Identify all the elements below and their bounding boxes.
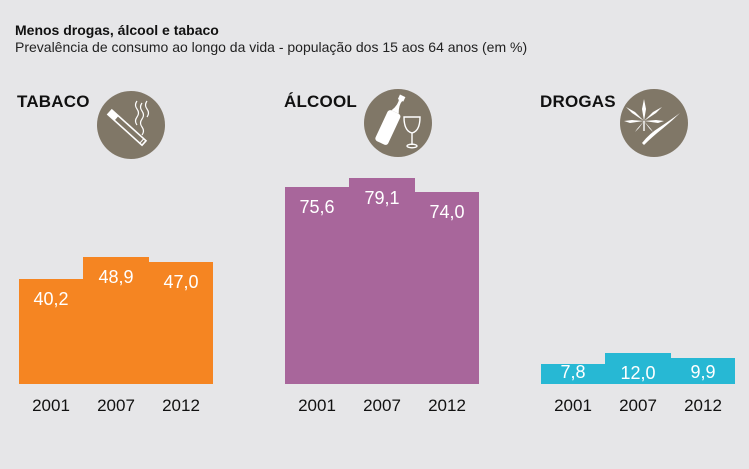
year-tick-label: 2012 xyxy=(428,396,466,415)
category-title-alcool: ÁLCOOL xyxy=(284,92,357,111)
bar-value-label: 40,2 xyxy=(33,289,69,309)
cannabis-leaf-icon xyxy=(620,89,688,157)
bar-tabaco-2012: 47,0 xyxy=(149,262,213,384)
chart-title: Menos drogas, álcool e tabaco xyxy=(15,22,219,38)
bar-value-label: 79,1 xyxy=(364,188,400,208)
bar-tabaco-2007: 48,9 xyxy=(83,257,149,384)
wine-bottle-glass-icon xyxy=(364,89,432,157)
bar-value-label: 7,8 xyxy=(560,362,586,382)
year-tick-label: 2001 xyxy=(298,396,336,415)
bar-value-label: 12,0 xyxy=(620,363,656,383)
bar-tabaco-2001: 40,2 xyxy=(19,279,83,384)
chart-subtitle: Prevalência de consumo ao longo da vida … xyxy=(15,39,528,55)
bar-drogas-2007: 12,0 xyxy=(605,353,671,384)
bar-drogas-2012: 9,9 xyxy=(671,358,735,384)
bar-value-label: 75,6 xyxy=(299,197,335,217)
bar-alcool-2012: 74,0 xyxy=(415,192,479,384)
year-tick-label: 2012 xyxy=(162,396,200,415)
cigarette-icon xyxy=(97,91,165,159)
category-title-drogas: DROGAS xyxy=(540,92,616,111)
bar-drogas-2001: 7,8 xyxy=(541,362,605,384)
bar-alcool-2007: 79,1 xyxy=(349,178,415,384)
year-tick-label: 2001 xyxy=(554,396,592,415)
year-tick-label: 2007 xyxy=(363,396,401,415)
category-title-tabaco: TABACO xyxy=(17,92,90,111)
bar-value-label: 48,9 xyxy=(98,267,134,287)
year-tick-label: 2001 xyxy=(32,396,70,415)
year-tick-label: 2012 xyxy=(684,396,722,415)
bar-alcool-2001: 75,6 xyxy=(285,187,349,384)
year-tick-label: 2007 xyxy=(619,396,657,415)
bar-value-label: 9,9 xyxy=(690,362,716,382)
year-tick-label: 2007 xyxy=(97,396,135,415)
bar-value-label: 47,0 xyxy=(163,272,199,292)
bar-value-label: 74,0 xyxy=(429,202,465,222)
